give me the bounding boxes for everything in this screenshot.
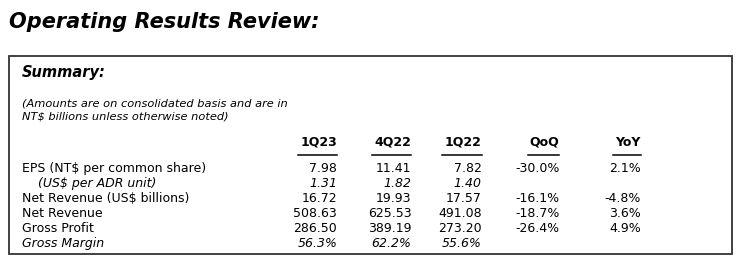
Text: Operating Results Review:: Operating Results Review: xyxy=(9,12,319,32)
Text: EPS (NT$ per common share): EPS (NT$ per common share) xyxy=(22,162,206,175)
Text: 17.57: 17.57 xyxy=(446,192,482,205)
Text: 1.40: 1.40 xyxy=(453,177,482,190)
Text: 62.2%: 62.2% xyxy=(371,237,411,250)
Text: 389.19: 389.19 xyxy=(368,222,411,235)
FancyBboxPatch shape xyxy=(9,56,732,254)
Text: 1.82: 1.82 xyxy=(383,177,411,190)
Text: (US$ per ADR unit): (US$ per ADR unit) xyxy=(22,177,156,190)
Text: 11.41: 11.41 xyxy=(376,162,411,175)
Text: (Amounts are on consolidated basis and are in
NT$ billions unless otherwise note: (Amounts are on consolidated basis and a… xyxy=(22,98,288,121)
Text: 625.53: 625.53 xyxy=(368,207,411,220)
Text: Net Revenue: Net Revenue xyxy=(22,207,103,220)
Text: 16.72: 16.72 xyxy=(302,192,337,205)
Text: 3.6%: 3.6% xyxy=(609,207,641,220)
Text: 273.20: 273.20 xyxy=(438,222,482,235)
Text: 2.1%: 2.1% xyxy=(609,162,641,175)
Text: 1Q22: 1Q22 xyxy=(445,136,482,149)
Text: -18.7%: -18.7% xyxy=(515,207,559,220)
Text: 286.50: 286.50 xyxy=(293,222,337,235)
Text: YoY: YoY xyxy=(616,136,641,149)
Text: -16.1%: -16.1% xyxy=(515,192,559,205)
Text: 1Q23: 1Q23 xyxy=(300,136,337,149)
Text: -26.4%: -26.4% xyxy=(515,222,559,235)
Text: 491.08: 491.08 xyxy=(438,207,482,220)
Text: 4.9%: 4.9% xyxy=(609,222,641,235)
Text: 19.93: 19.93 xyxy=(376,192,411,205)
Text: 1.31: 1.31 xyxy=(309,177,337,190)
Text: -4.8%: -4.8% xyxy=(605,192,641,205)
Text: 508.63: 508.63 xyxy=(293,207,337,220)
Text: Summary:: Summary: xyxy=(22,65,106,80)
Text: Gross Profit: Gross Profit xyxy=(22,222,94,235)
Text: -30.0%: -30.0% xyxy=(515,162,559,175)
Text: 4Q22: 4Q22 xyxy=(374,136,411,149)
Text: Net Revenue (US$ billions): Net Revenue (US$ billions) xyxy=(22,192,190,205)
Text: QoQ: QoQ xyxy=(530,136,559,149)
Text: 55.6%: 55.6% xyxy=(442,237,482,250)
Text: Gross Margin: Gross Margin xyxy=(22,237,104,250)
Text: 7.82: 7.82 xyxy=(453,162,482,175)
Text: 56.3%: 56.3% xyxy=(297,237,337,250)
Text: 7.98: 7.98 xyxy=(309,162,337,175)
